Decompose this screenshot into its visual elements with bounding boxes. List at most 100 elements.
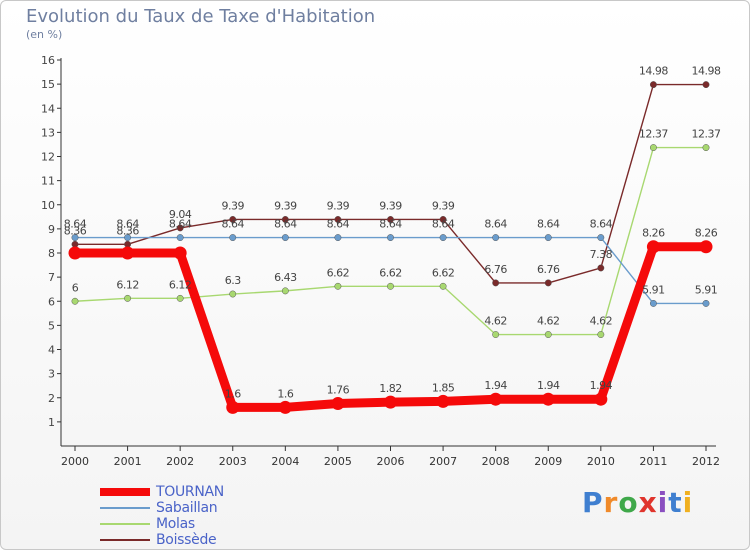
legend-label: TOURNAN [156,484,224,500]
data-label: 1.94 [537,379,560,392]
data-label: 9.04 [169,208,192,221]
data-label: 5.91 [695,283,718,296]
legend-item: Molas [100,516,224,532]
y-tick-label: 10 [41,199,55,212]
y-tick-label: 13 [41,126,55,139]
data-label: 1.94 [484,379,507,392]
data-label: 8.64 [590,218,613,231]
x-tick-label: 2004 [271,455,299,468]
x-tick-label: 2002 [166,455,194,468]
data-label: 9.39 [274,199,297,212]
data-label: 8.64 [484,218,507,231]
x-tick-label: 2012 [692,455,720,468]
data-label: 8.64 [379,218,402,231]
data-label: 14.98 [639,65,668,78]
data-label: 6.43 [274,271,297,284]
data-label: 4.62 [537,315,560,328]
legend-label: Boissède [156,532,217,548]
legend-label: Molas [156,516,195,532]
data-label: 8.64 [432,218,455,231]
legend-item: Boissède [100,532,224,548]
data-point [124,234,132,242]
data-label: 6.62 [432,266,455,279]
data-point [649,299,657,307]
data-point [594,392,608,406]
data-point [646,240,660,254]
x-tick-label: 2009 [534,455,562,468]
data-label: 4.62 [590,315,613,328]
data-point [387,282,394,290]
data-point [384,395,397,409]
legend-label: Sabaillan [156,500,218,516]
data-label: 8.36 [116,224,139,237]
data-label: 9.39 [379,199,402,212]
data-point [541,392,555,406]
data-label: 1.6 [277,387,293,400]
data-label: 6 [72,281,79,294]
data-point [229,290,237,298]
data-point [226,400,240,414]
data-point [68,246,82,260]
data-label: 8.64 [116,218,139,231]
data-label: 9.39 [327,199,350,212]
logo-letter: r [603,486,619,519]
data-label: 9.39 [432,199,455,212]
data-label: 6.62 [327,266,350,279]
data-label: 8.26 [642,227,665,240]
x-tick-label: 2007 [429,455,457,468]
data-point [544,279,552,287]
data-label: 8.64 [327,218,350,231]
data-point [124,294,132,302]
data-point [699,240,713,254]
data-label: 1.82 [379,382,402,395]
x-tick-label: 2003 [219,455,247,468]
data-label: 1.76 [327,384,350,397]
data-point [649,81,657,89]
y-tick-label: 6 [48,295,55,308]
legend-item: Sabaillan [100,500,224,516]
data-label: 1.85 [432,381,455,394]
data-label: 6.12 [116,278,139,291]
data-point [229,216,237,223]
data-point [334,216,342,223]
y-tick-label: 11 [41,175,55,188]
data-point [439,216,447,223]
data-label: 8.36 [64,224,87,237]
data-point [71,297,79,305]
data-point [649,144,657,152]
data-point [331,397,345,411]
data-point [71,234,79,242]
data-label: 12.37 [692,128,721,141]
y-tick-label: 3 [48,368,55,381]
data-label: 6.76 [537,263,560,276]
data-label: 6.12 [169,278,192,291]
data-label: 8.64 [64,218,87,231]
data-label: 1.6 [225,387,241,400]
x-tick-label: 2000 [61,455,89,468]
data-label: 6.76 [484,263,507,276]
y-tick-label: 8 [48,247,55,260]
logo-letter: i [657,486,669,519]
y-tick-label: 4 [48,344,55,357]
data-point [121,246,135,260]
data-point [492,331,500,338]
data-point [492,279,500,287]
legend: TOURNAN Sabaillan Molas Boissède [100,484,224,548]
x-tick-label: 2001 [114,455,142,468]
data-point [597,264,605,272]
data-point [387,234,394,242]
data-point [702,81,710,89]
logo-letter: i [682,486,694,519]
data-point [597,234,605,242]
x-tick-label: 2005 [324,455,352,468]
data-label: 6.3 [225,274,241,287]
data-label: 4.62 [484,315,507,328]
data-point [281,216,289,223]
chart-subtitle: (en %) [26,28,63,41]
y-tick-label: 14 [41,102,55,115]
data-point [702,144,710,152]
legend-item: TOURNAN [100,484,224,500]
legend-swatch [100,539,150,541]
